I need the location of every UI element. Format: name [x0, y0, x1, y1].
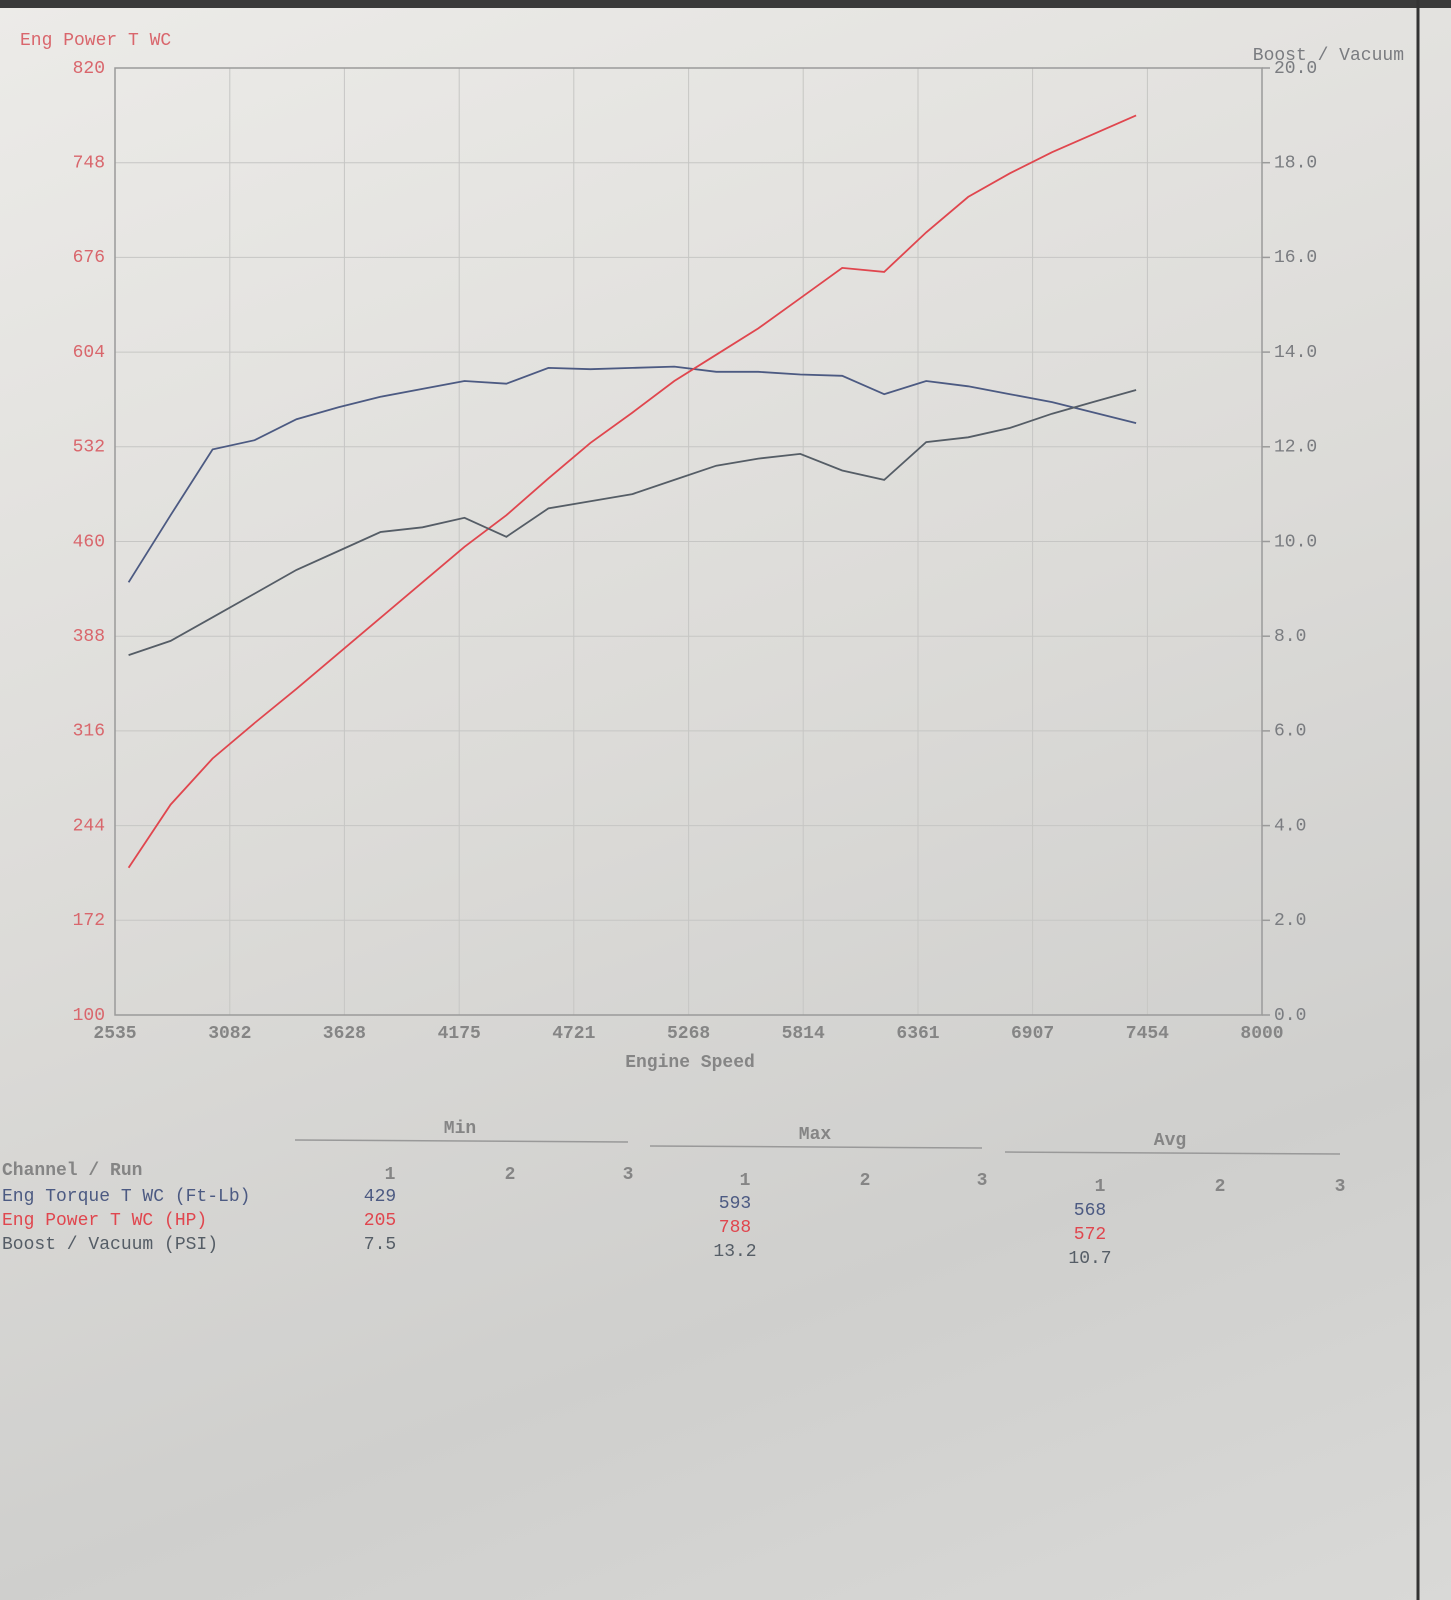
- run-label: 2: [1215, 1177, 1226, 1197]
- group-header: Avg: [1154, 1131, 1186, 1151]
- table-cell: 7.5: [364, 1235, 396, 1255]
- y2-tick-label: 14.0: [1274, 343, 1317, 363]
- x-tick-label: 2535: [93, 1024, 136, 1044]
- group-header: Min: [444, 1119, 476, 1139]
- x-tick-label: 5268: [667, 1024, 710, 1044]
- y2-tick-label: 20.0: [1274, 59, 1317, 79]
- table-header: Channel / Run: [2, 1161, 142, 1181]
- series-line: [127, 114, 1137, 869]
- group-header: Max: [799, 1125, 832, 1145]
- y2-tick-label: 4.0: [1274, 816, 1306, 836]
- table-cell: 788: [719, 1218, 751, 1238]
- y-axis-title: Eng Power T WC: [20, 31, 171, 51]
- x-tick-label: 5814: [782, 1024, 825, 1044]
- x-tick-label: 8000: [1240, 1024, 1283, 1044]
- run-label: 2: [860, 1171, 871, 1191]
- y-tick-label: 820: [73, 59, 105, 79]
- y-tick-label: 100: [73, 1006, 105, 1026]
- y-tick-label: 532: [73, 438, 105, 458]
- y2-tick-label: 2.0: [1274, 911, 1306, 931]
- group-rule: [294, 1139, 629, 1143]
- row-label: Eng Torque T WC (Ft-Lb): [2, 1187, 250, 1207]
- run-label: 1: [1095, 1177, 1106, 1197]
- table-cell: 205: [364, 1211, 396, 1231]
- run-label: 2: [505, 1165, 516, 1185]
- run-label: 1: [740, 1171, 751, 1191]
- table-cell: 572: [1074, 1225, 1106, 1245]
- x-tick-label: 3628: [323, 1024, 366, 1044]
- y2-tick-label: 12.0: [1274, 438, 1317, 458]
- y-tick-label: 316: [73, 722, 105, 742]
- run-label: 1: [385, 1165, 396, 1185]
- x-tick-label: 7454: [1126, 1024, 1169, 1044]
- y-tick-label: 244: [73, 816, 105, 836]
- plot-frame: [114, 67, 1263, 1016]
- run-label: 3: [977, 1171, 988, 1191]
- y2-tick-label: 8.0: [1274, 627, 1306, 647]
- y-tick-label: 460: [73, 532, 105, 552]
- series-line: [127, 365, 1137, 583]
- x-tick-label: 3082: [208, 1024, 251, 1044]
- y-tick-label: 676: [73, 248, 105, 268]
- paper-edge: [0, 0, 1451, 8]
- y2-tick-label: 6.0: [1274, 722, 1306, 742]
- y2-tick-label: 0.0: [1274, 1006, 1306, 1026]
- y-tick-label: 748: [73, 153, 105, 173]
- row-label: Boost / Vacuum (PSI): [2, 1235, 218, 1255]
- table-cell: 593: [719, 1194, 751, 1214]
- y2-tick-label: 10.0: [1274, 532, 1317, 552]
- x-tick-label: 4175: [438, 1024, 481, 1044]
- group-rule: [1004, 1151, 1341, 1155]
- run-label: 3: [1335, 1177, 1346, 1197]
- y2-tick-label: 18.0: [1274, 153, 1317, 173]
- y2-tick-label: 16.0: [1274, 248, 1317, 268]
- series-line: [128, 389, 1137, 656]
- row-label: Eng Power T WC (HP): [2, 1211, 207, 1231]
- y-tick-label: 604: [73, 343, 105, 363]
- x-tick-label: 4721: [552, 1024, 595, 1044]
- y-tick-label: 388: [73, 627, 105, 647]
- x-tick-label: 6907: [1011, 1024, 1054, 1044]
- run-label: 3: [623, 1165, 634, 1185]
- table-cell: 10.7: [1068, 1249, 1111, 1269]
- y2-axis-title: Boost / Vacuum: [1253, 46, 1404, 66]
- x-axis-title: Engine Speed: [625, 1053, 755, 1073]
- table-cell: 568: [1074, 1201, 1106, 1221]
- group-rule: [649, 1145, 983, 1149]
- x-tick-label: 6361: [896, 1024, 939, 1044]
- table-cell: 429: [364, 1187, 396, 1207]
- table-cell: 13.2: [713, 1242, 756, 1262]
- y-tick-label: 172: [73, 911, 105, 931]
